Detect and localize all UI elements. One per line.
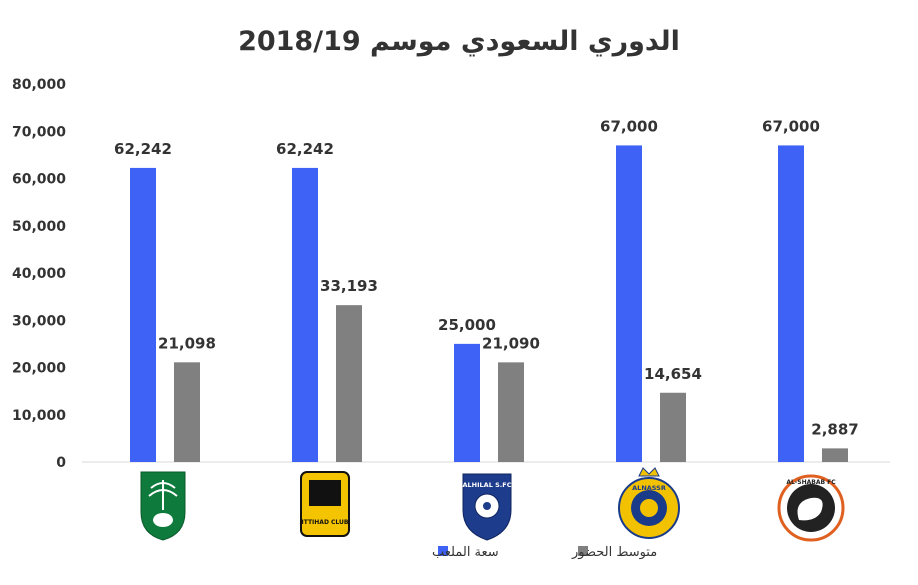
data-label: 33,193 <box>320 277 378 295</box>
y-tick-label: 70,000 <box>12 124 66 140</box>
bar-attendance <box>498 362 524 462</box>
legend-swatch <box>578 546 588 556</box>
y-tick-label: 30,000 <box>12 313 66 329</box>
bar-attendance <box>336 305 362 462</box>
crown-icon <box>638 467 660 477</box>
data-label: 21,090 <box>482 334 540 352</box>
bar-capacity <box>616 145 642 463</box>
logo-text: ALHILAL S.FC <box>463 481 512 489</box>
bar-attendance <box>174 362 200 462</box>
bar-capacity <box>130 167 156 462</box>
data-label: 67,000 <box>600 117 658 135</box>
badge-inner-icon <box>309 480 341 506</box>
chart-title: الدوري السعودي موسم 2018/19 <box>238 26 680 57</box>
bar-capacity <box>454 343 480 462</box>
data-label: 67,000 <box>762 117 820 135</box>
logo-text: ALNASSR <box>632 484 666 492</box>
bar-capacity <box>292 167 318 462</box>
y-tick-label: 10,000 <box>12 408 66 424</box>
bar-capacity <box>778 145 804 463</box>
data-label: 21,098 <box>158 334 216 352</box>
swoosh-icon <box>797 497 823 521</box>
legend-swatch <box>438 546 448 556</box>
data-label: 14,654 <box>644 365 702 383</box>
data-label: 2,887 <box>811 420 858 438</box>
logo-al-hilal: ALHILAL S.FC <box>462 473 512 541</box>
logo-text: AL-SHABAB FC <box>786 479 836 486</box>
bars <box>130 145 848 463</box>
y-tick-label: 60,000 <box>12 172 66 188</box>
data-label: 25,000 <box>438 316 496 334</box>
logo-al-nassr: ALNASSR <box>618 467 680 539</box>
palm-icon <box>148 480 178 510</box>
legend: سعة الملعب متوسط الحضور <box>432 545 657 560</box>
y-axis: 0 10,000 20,000 30,000 40,000 50,000 60,000 70,… <box>12 77 66 471</box>
logo-al-ahli <box>140 471 186 541</box>
data-label: 62,242 <box>276 140 334 158</box>
legend-label: سعة الملعب <box>432 545 499 560</box>
y-tick-label: 20,000 <box>12 361 66 377</box>
crest-core-icon <box>640 499 658 517</box>
y-tick-label: 80,000 <box>12 77 66 93</box>
ball-patch-icon <box>483 502 491 510</box>
data-label: 62,242 <box>114 140 172 158</box>
logo-text: ITTIHAD CLUB <box>302 519 349 526</box>
bar-attendance <box>660 392 686 462</box>
logo-al-shabab: AL-SHABAB FC <box>777 474 845 542</box>
bar-attendance <box>822 448 848 462</box>
logo-al-ittihad: ITTIHAD CLUB <box>300 471 350 537</box>
y-tick-label: 40,000 <box>12 266 66 282</box>
y-tick-label: 0 <box>56 455 66 471</box>
y-tick-label: 50,000 <box>12 219 66 235</box>
legend-label: متوسط الحضور <box>571 545 657 560</box>
team-logos: ITTIHAD CLUB ALHILAL S.FC ALNASSR AL-SHABAB… <box>140 467 845 542</box>
ball-icon <box>153 513 173 527</box>
